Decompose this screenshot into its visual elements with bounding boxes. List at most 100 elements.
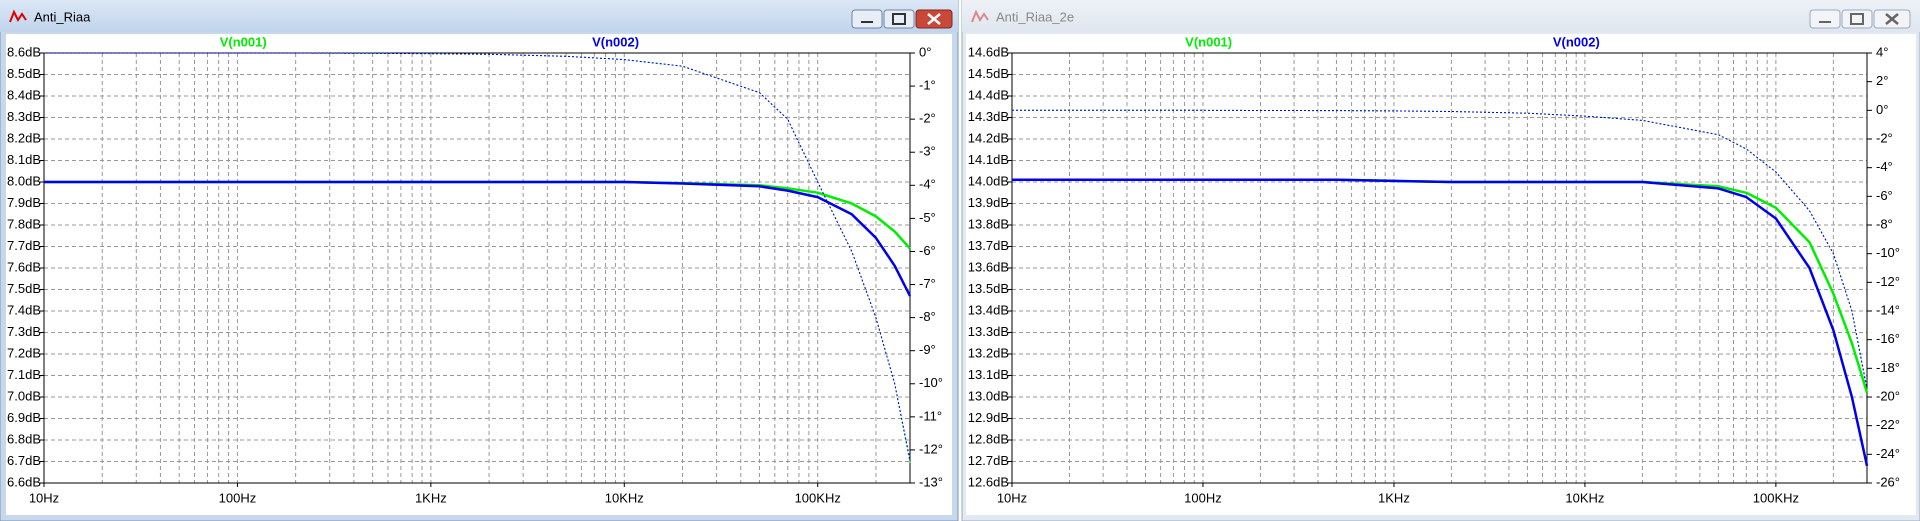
y2-tick-label: -8°	[919, 309, 936, 324]
y-tick-label: 7.9dB	[7, 195, 41, 210]
y-tick-label: 8.3dB	[7, 109, 41, 124]
y-tick-label: 8.5dB	[7, 66, 41, 81]
x-tick-label: 10Hz	[997, 490, 1027, 505]
y-tick-label: 13.5dB	[968, 281, 1009, 296]
y-tick-label: 12.9dB	[968, 410, 1009, 425]
y-tick-label: 8.2dB	[7, 130, 41, 145]
phase-line	[44, 52, 911, 460]
y-tick-label: 7.3dB	[7, 324, 41, 339]
x-tick-label: 1KHz	[1378, 490, 1410, 505]
y-tick-label: 8.4dB	[7, 87, 41, 102]
x-tick-label: 100KHz	[795, 490, 841, 505]
y2-tick-label: -8°	[1876, 216, 1893, 231]
y-tick-label: 13.4dB	[968, 302, 1009, 317]
y2-tick-label: -7°	[919, 276, 936, 291]
y2-tick-label: -22°	[1876, 417, 1900, 432]
window: Anti_Riaa_2e	[961, 0, 1920, 521]
app-icon	[971, 9, 989, 23]
y-tick-label: 7.5dB	[7, 281, 41, 296]
legend-entry: V(n002)	[592, 34, 639, 49]
y2-tick-label: 4°	[1876, 44, 1888, 59]
y2-tick-label: -9°	[919, 342, 936, 357]
minimize-button[interactable]	[1809, 9, 1841, 29]
y-tick-label: 13.0dB	[968, 388, 1009, 403]
app-icon	[9, 9, 27, 23]
x-tick-label: 100KHz	[1753, 490, 1799, 505]
phase-line	[1012, 109, 1868, 389]
maximize-button[interactable]	[883, 9, 915, 29]
y-tick-label: 8.6dB	[7, 44, 41, 59]
magnitude-line	[1012, 178, 1869, 467]
y-tick-label: 14.0dB	[968, 173, 1009, 188]
y2-tick-label: -20°	[1876, 388, 1900, 403]
minimize-button[interactable]	[851, 9, 883, 29]
window-title: Anti_Riaa_2e	[996, 9, 1074, 24]
magnitude-line	[44, 180, 912, 297]
y-tick-label: 13.9dB	[968, 195, 1009, 210]
y-tick-label: 14.5dB	[968, 66, 1009, 81]
maximize-button[interactable]	[1841, 9, 1873, 29]
x-tick-label: 10KHz	[1565, 490, 1604, 505]
y-tick-label: 7.8dB	[7, 216, 41, 231]
y-tick-label: 6.7dB	[7, 453, 41, 468]
y-tick-label: 13.1dB	[968, 367, 1009, 382]
plot-frame	[1011, 52, 1868, 484]
y-tick-label: 14.1dB	[968, 152, 1009, 167]
y-tick-label: 13.7dB	[968, 238, 1009, 253]
y2-tick-label: 2°	[1876, 73, 1888, 88]
y-tick-label: 12.6dB	[968, 474, 1009, 489]
y-tick-label: 12.8dB	[968, 431, 1009, 446]
y-tick-label: 14.2dB	[968, 130, 1009, 145]
y-tick-label: 13.6dB	[968, 259, 1009, 274]
y2-tick-label: -10°	[919, 375, 943, 390]
title-bar	[0, 0, 958, 32]
y-tick-label: 14.4dB	[968, 87, 1009, 102]
y-tick-label: 7.2dB	[7, 345, 41, 360]
y-tick-label: 7.1dB	[7, 367, 41, 382]
y2-tick-label: 0°	[1876, 102, 1888, 117]
legend-entry: V(n001)	[220, 34, 267, 49]
y2-tick-label: -13°	[919, 474, 943, 489]
legend-entry: V(n001)	[1185, 34, 1232, 49]
y-tick-label: 7.6dB	[7, 259, 41, 274]
y2-tick-label: -18°	[1876, 360, 1900, 375]
plot-pane	[6, 34, 952, 515]
y2-tick-label: -3°	[919, 144, 936, 159]
y2-tick-label: -5°	[919, 210, 936, 225]
title-bar	[962, 0, 1920, 32]
y2-tick-label: -12°	[919, 441, 943, 456]
y2-tick-label: 0°	[919, 44, 931, 59]
y2-tick-label: -2°	[919, 111, 936, 126]
y-tick-label: 6.8dB	[7, 431, 41, 446]
y-tick-label: 6.9dB	[7, 410, 41, 425]
window-title: Anti_Riaa	[34, 9, 91, 24]
plot-pane	[966, 34, 1916, 515]
y2-tick-label: -1°	[919, 78, 936, 93]
y-tick-label: 7.4dB	[7, 302, 41, 317]
y-tick-label: 13.8dB	[968, 216, 1009, 231]
y2-tick-label: -2°	[1876, 130, 1893, 145]
x-tick-label: 1KHz	[415, 490, 447, 505]
y-tick-label: 8.1dB	[7, 152, 41, 167]
window: Anti_Riaa	[0, 0, 959, 521]
y2-tick-label: -14°	[1876, 302, 1900, 317]
y-tick-label: 13.2dB	[968, 345, 1009, 360]
y-tick-label: 7.7dB	[7, 238, 41, 253]
x-tick-label: 10KHz	[605, 490, 644, 505]
y-tick-label: 12.7dB	[968, 453, 1009, 468]
y-tick-label: 14.3dB	[968, 109, 1009, 124]
y2-tick-label: -24°	[1876, 446, 1900, 461]
y2-tick-label: -4°	[919, 177, 936, 192]
y-tick-label: 13.3dB	[968, 324, 1009, 339]
plot-frame	[43, 52, 911, 484]
y2-tick-label: -12°	[1876, 274, 1900, 289]
y2-tick-label: -26°	[1876, 474, 1900, 489]
y-tick-label: 14.6dB	[968, 44, 1009, 59]
y-tick-label: 7.0dB	[7, 388, 41, 403]
legend-entry: V(n002)	[1553, 34, 1600, 49]
y2-tick-label: -4°	[1876, 159, 1893, 174]
y2-tick-label: -6°	[919, 243, 936, 258]
y2-tick-label: -11°	[919, 408, 942, 423]
y-tick-label: 8.0dB	[7, 173, 41, 188]
